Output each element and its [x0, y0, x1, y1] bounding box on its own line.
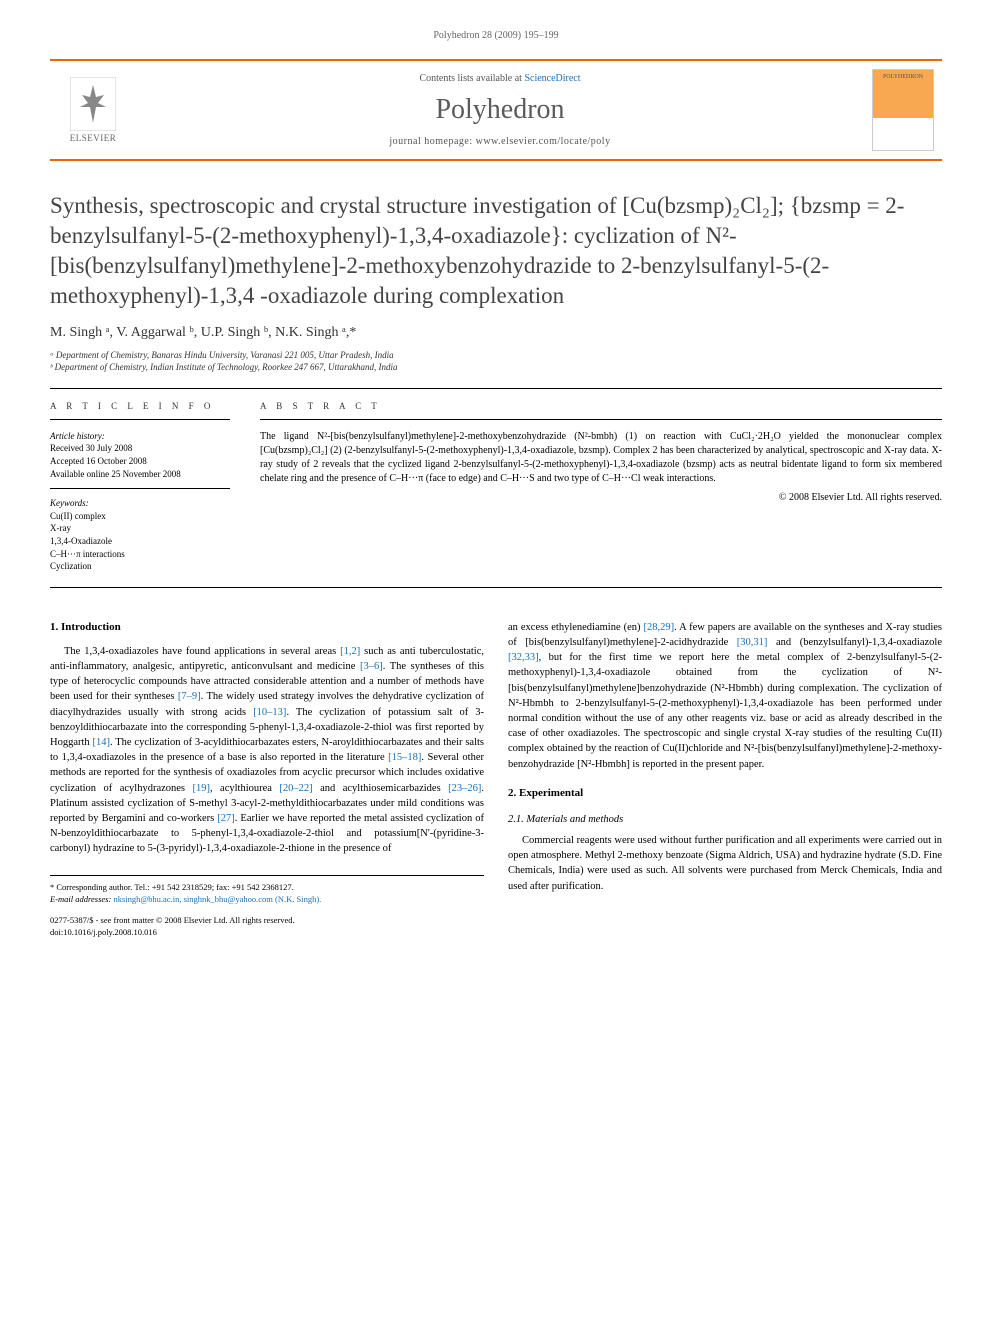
- history-label: Article history:: [50, 430, 230, 443]
- accepted-date: Accepted 16 October 2008: [50, 455, 230, 468]
- intro-continuation-paragraph: an excess ethylenediamine (en) [28,29]. …: [508, 620, 942, 772]
- journal-homepage: journal homepage: www.elsevier.com/locat…: [128, 136, 872, 147]
- column-right: an excess ethylenediamine (en) [28,29]. …: [508, 620, 942, 940]
- abstract-copyright: © 2008 Elsevier Ltd. All rights reserved…: [260, 492, 942, 503]
- keywords-label: Keywords:: [50, 497, 230, 510]
- received-date: Received 30 July 2008: [50, 442, 230, 455]
- affiliation-a: ᵃ Department of Chemistry, Banaras Hindu…: [50, 349, 942, 362]
- footer-issn-line: 0277-5387/$ - see front matter © 2008 El…: [50, 915, 484, 927]
- keyword-item: Cu(II) complex: [50, 510, 230, 523]
- keyword-item: 1,3,4-Oxadiazole: [50, 535, 230, 548]
- authors-line: M. Singh ᵃ, V. Aggarwal ᵇ, U.P. Singh ᵇ,…: [50, 325, 942, 341]
- affiliation-b: ᵇ Department of Chemistry, Indian Instit…: [50, 361, 942, 374]
- journal-header-bar: ELSEVIER Contents lists available at Sci…: [50, 59, 942, 161]
- corresponding-line: * Corresponding author. Tel.: +91 542 23…: [50, 882, 484, 894]
- article-info-block: A R T I C L E I N F O Article history: R…: [50, 389, 250, 573]
- introduction-paragraph: The 1,3,4-oxadiazoles have found applica…: [50, 644, 484, 857]
- keyword-item: X-ray: [50, 522, 230, 535]
- corresponding-author-footnote: * Corresponding author. Tel.: +91 542 23…: [50, 875, 484, 906]
- affiliations: ᵃ Department of Chemistry, Banaras Hindu…: [50, 349, 942, 389]
- elsevier-label: ELSEVIER: [70, 133, 117, 143]
- journal-cover-thumbnail: POLYHEDRON: [872, 69, 934, 151]
- experimental-heading: 2. Experimental: [508, 786, 942, 802]
- journal-name: Polyhedron: [128, 94, 872, 126]
- column-left: 1. Introduction The 1,3,4-oxadiazoles ha…: [50, 620, 484, 940]
- online-date: Available online 25 November 2008: [50, 468, 230, 481]
- article-info-heading: A R T I C L E I N F O: [50, 401, 230, 420]
- email-label: E-mail addresses:: [50, 894, 111, 904]
- abstract-heading: A B S T R A C T: [260, 401, 942, 420]
- keywords-block: Keywords: Cu(II) complex X-ray 1,3,4-Oxa…: [50, 497, 230, 573]
- keyword-item: C–H···π interactions: [50, 548, 230, 561]
- abstract-text: The ligand N²-[bis(benzylsulfanyl)methyl…: [260, 430, 942, 486]
- footer-doi-line: doi:10.1016/j.poly.2008.10.016: [50, 927, 484, 939]
- introduction-heading: 1. Introduction: [50, 620, 484, 636]
- contents-prefix: Contents lists available at: [419, 73, 524, 84]
- materials-heading: 2.1. Materials and methods: [508, 812, 942, 827]
- materials-paragraph: Commercial reagents were used without fu…: [508, 833, 942, 894]
- keyword-item: Cyclization: [50, 560, 230, 573]
- elsevier-logo: ELSEVIER: [58, 70, 128, 150]
- running-header: Polyhedron 28 (2009) 195–199: [50, 30, 942, 41]
- abstract-block: A B S T R A C T The ligand N²-[bis(benzy…: [250, 389, 942, 573]
- article-title: Synthesis, spectroscopic and crystal str…: [50, 191, 942, 311]
- article-history: Article history: Received 30 July 2008 A…: [50, 430, 230, 489]
- contents-available-line: Contents lists available at ScienceDirec…: [128, 73, 872, 84]
- sciencedirect-link[interactable]: ScienceDirect: [524, 73, 580, 84]
- email-addresses[interactable]: nksingh@bhu.ac.in, singhnk_bhu@yahoo.com…: [113, 894, 321, 904]
